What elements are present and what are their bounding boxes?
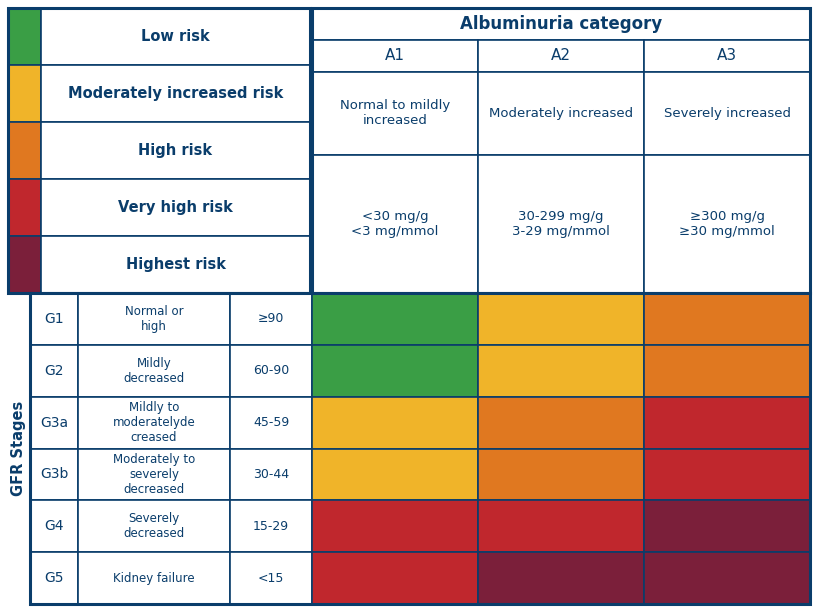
Text: <30 mg/g
<3 mg/mmol: <30 mg/g <3 mg/mmol [351,210,438,238]
Text: ≥90: ≥90 [258,312,284,326]
Bar [644,397,810,449]
Bar [41,8,310,65]
Bar [478,449,644,501]
Bar [41,236,310,293]
Bar [478,501,644,552]
Bar [478,155,644,293]
Text: G5: G5 [44,571,64,585]
Bar [478,397,644,449]
Text: Low risk: Low risk [142,29,210,44]
Bar [30,345,78,397]
Bar [30,501,78,552]
Text: A3: A3 [717,48,737,64]
Text: 15-29: 15-29 [253,520,289,533]
Bar [230,552,312,604]
Text: Very high risk: Very high risk [118,200,233,215]
Bar [8,179,41,236]
Bar [30,397,78,449]
Bar [78,345,230,397]
Text: Normal to mildly
increased: Normal to mildly increased [339,100,450,127]
Text: 60-90: 60-90 [253,364,289,377]
Bar [644,552,810,604]
Bar [230,501,312,552]
Bar [312,345,478,397]
Bar [8,8,310,293]
Bar [478,552,644,604]
Bar [478,345,644,397]
Bar [312,8,810,40]
Bar [78,501,230,552]
Bar [312,501,478,552]
Bar [644,345,810,397]
Text: GFR Stages: GFR Stages [11,401,26,496]
Text: Severely increased: Severely increased [663,107,790,120]
Text: A2: A2 [551,48,571,64]
Text: 30-44: 30-44 [253,468,289,481]
Bar [8,65,41,122]
Bar [230,345,312,397]
Bar [78,449,230,501]
Bar [312,552,478,604]
Text: 45-59: 45-59 [253,416,289,429]
Bar [644,449,810,501]
Bar [312,72,478,155]
Text: Highest risk: Highest risk [125,257,226,272]
Text: High risk: High risk [138,143,213,158]
Text: Moderately to
severely
decreased: Moderately to severely decreased [113,453,196,496]
Bar [78,552,230,604]
Text: G4: G4 [44,519,64,533]
Bar [41,122,310,179]
Text: <15: <15 [258,572,284,584]
Bar [644,501,810,552]
Bar [644,293,810,345]
Text: A1: A1 [385,48,405,64]
Bar [8,236,41,293]
Text: G2: G2 [44,364,64,378]
Bar [312,293,478,345]
Bar [230,397,312,449]
Bar [30,449,78,501]
Bar [230,293,312,345]
Bar [644,155,810,293]
Bar [230,449,312,501]
Bar [8,122,41,179]
Text: Moderately increased risk: Moderately increased risk [68,86,283,101]
Bar [478,72,644,155]
Text: Kidney failure: Kidney failure [113,572,195,584]
Bar [312,397,478,449]
Text: G3b: G3b [40,468,68,482]
Bar [8,8,41,65]
Bar [478,293,644,345]
Bar [41,65,310,122]
Bar [78,397,230,449]
Bar [312,449,478,501]
Text: Mildly
decreased: Mildly decreased [124,357,185,385]
Bar [478,40,644,72]
Bar [78,293,230,345]
Text: Normal or
high: Normal or high [124,305,183,333]
Text: Albuminuria category: Albuminuria category [460,15,662,33]
Text: G1: G1 [44,312,64,326]
Text: Mildly to
moderatelyde
creased: Mildly to moderatelyde creased [113,401,196,444]
Bar [312,155,478,293]
Bar [644,40,810,72]
Text: 30-299 mg/g
3-29 mg/mmol: 30-299 mg/g 3-29 mg/mmol [512,210,610,238]
Text: Severely
decreased: Severely decreased [124,512,185,540]
Bar [30,293,78,345]
Text: G3a: G3a [40,416,68,430]
Bar [312,8,810,293]
Bar [30,293,810,604]
Bar [41,179,310,236]
Bar [312,40,478,72]
Bar [30,552,78,604]
Bar [644,72,810,155]
Text: Moderately increased: Moderately increased [489,107,633,120]
Text: ≥300 mg/g
≥30 mg/mmol: ≥300 mg/g ≥30 mg/mmol [679,210,775,238]
